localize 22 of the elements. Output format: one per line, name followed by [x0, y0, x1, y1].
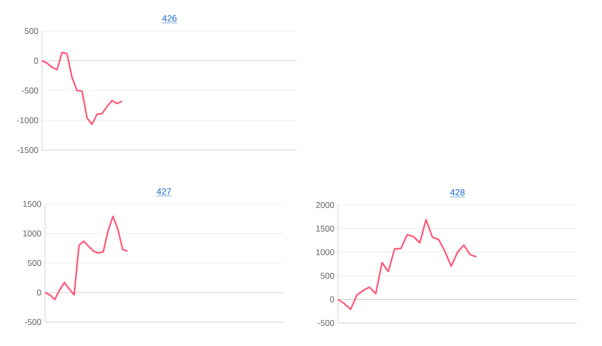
- y-tick-label: 500: [24, 28, 38, 34]
- line-series: [41, 52, 123, 126]
- line-series: [44, 216, 128, 300]
- y-tick-label: 1000: [23, 230, 42, 236]
- y-tick-label: 500: [320, 272, 334, 279]
- y-tick-label: -500: [22, 88, 38, 94]
- y-tick-label: -500: [318, 320, 334, 326]
- chart-title: 428: [450, 189, 465, 196]
- y-tick-label: 0: [330, 296, 334, 302]
- y-tick-label: -1000: [17, 117, 38, 124]
- y-tick-label: 1500: [23, 201, 42, 207]
- y-tick-label: 1500: [316, 226, 334, 232]
- line-series: [337, 218, 478, 310]
- y-tick-label: 2000: [316, 202, 334, 208]
- y-tick-label: 0: [34, 58, 38, 64]
- y-tick-label: -1500: [17, 147, 38, 153]
- y-tick-label: -500: [24, 319, 42, 325]
- chart-title: 426: [162, 15, 177, 22]
- y-tick-label: 500: [28, 260, 42, 266]
- chart-title: 427: [156, 188, 172, 195]
- y-tick-label: 0: [37, 290, 42, 296]
- y-tick-label: 1000: [316, 249, 334, 256]
